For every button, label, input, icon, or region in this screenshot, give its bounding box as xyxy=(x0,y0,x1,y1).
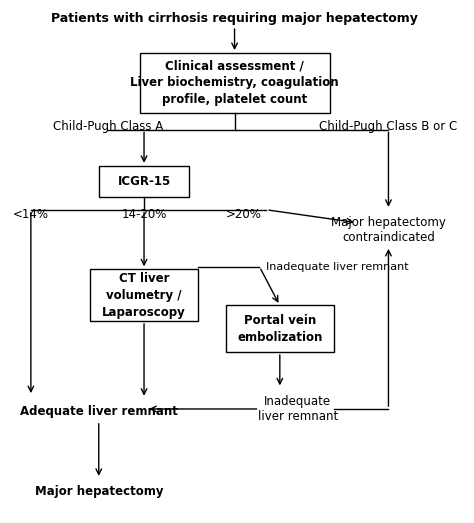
Text: Clinical assessment /
Liver biochemistry, coagulation
profile, platelet count: Clinical assessment / Liver biochemistry… xyxy=(130,60,339,107)
Text: Portal vein
embolization: Portal vein embolization xyxy=(237,314,322,344)
Text: Adequate liver remnant: Adequate liver remnant xyxy=(20,405,178,418)
FancyBboxPatch shape xyxy=(139,53,329,113)
FancyBboxPatch shape xyxy=(90,269,198,321)
Text: CT liver
volumetry /
Laparoscopy: CT liver volumetry / Laparoscopy xyxy=(102,271,186,319)
Text: 14-20%: 14-20% xyxy=(121,209,167,221)
Text: Child-Pugh Class A: Child-Pugh Class A xyxy=(53,120,163,133)
Text: <14%: <14% xyxy=(13,209,49,221)
Text: >20%: >20% xyxy=(226,209,262,221)
Text: Child-Pugh Class B or C: Child-Pugh Class B or C xyxy=(319,120,457,133)
Text: ICGR-15: ICGR-15 xyxy=(118,175,171,188)
FancyBboxPatch shape xyxy=(226,305,334,352)
Text: Major hepatectomy
contraindicated: Major hepatectomy contraindicated xyxy=(331,217,446,244)
Text: Major hepatectomy: Major hepatectomy xyxy=(36,485,164,498)
FancyBboxPatch shape xyxy=(99,166,189,197)
Text: Patients with cirrhosis requiring major hepatectomy: Patients with cirrhosis requiring major … xyxy=(51,12,418,25)
Text: Inadequate
liver remnant: Inadequate liver remnant xyxy=(258,395,338,423)
Text: Inadequate liver remnant: Inadequate liver remnant xyxy=(266,262,409,271)
